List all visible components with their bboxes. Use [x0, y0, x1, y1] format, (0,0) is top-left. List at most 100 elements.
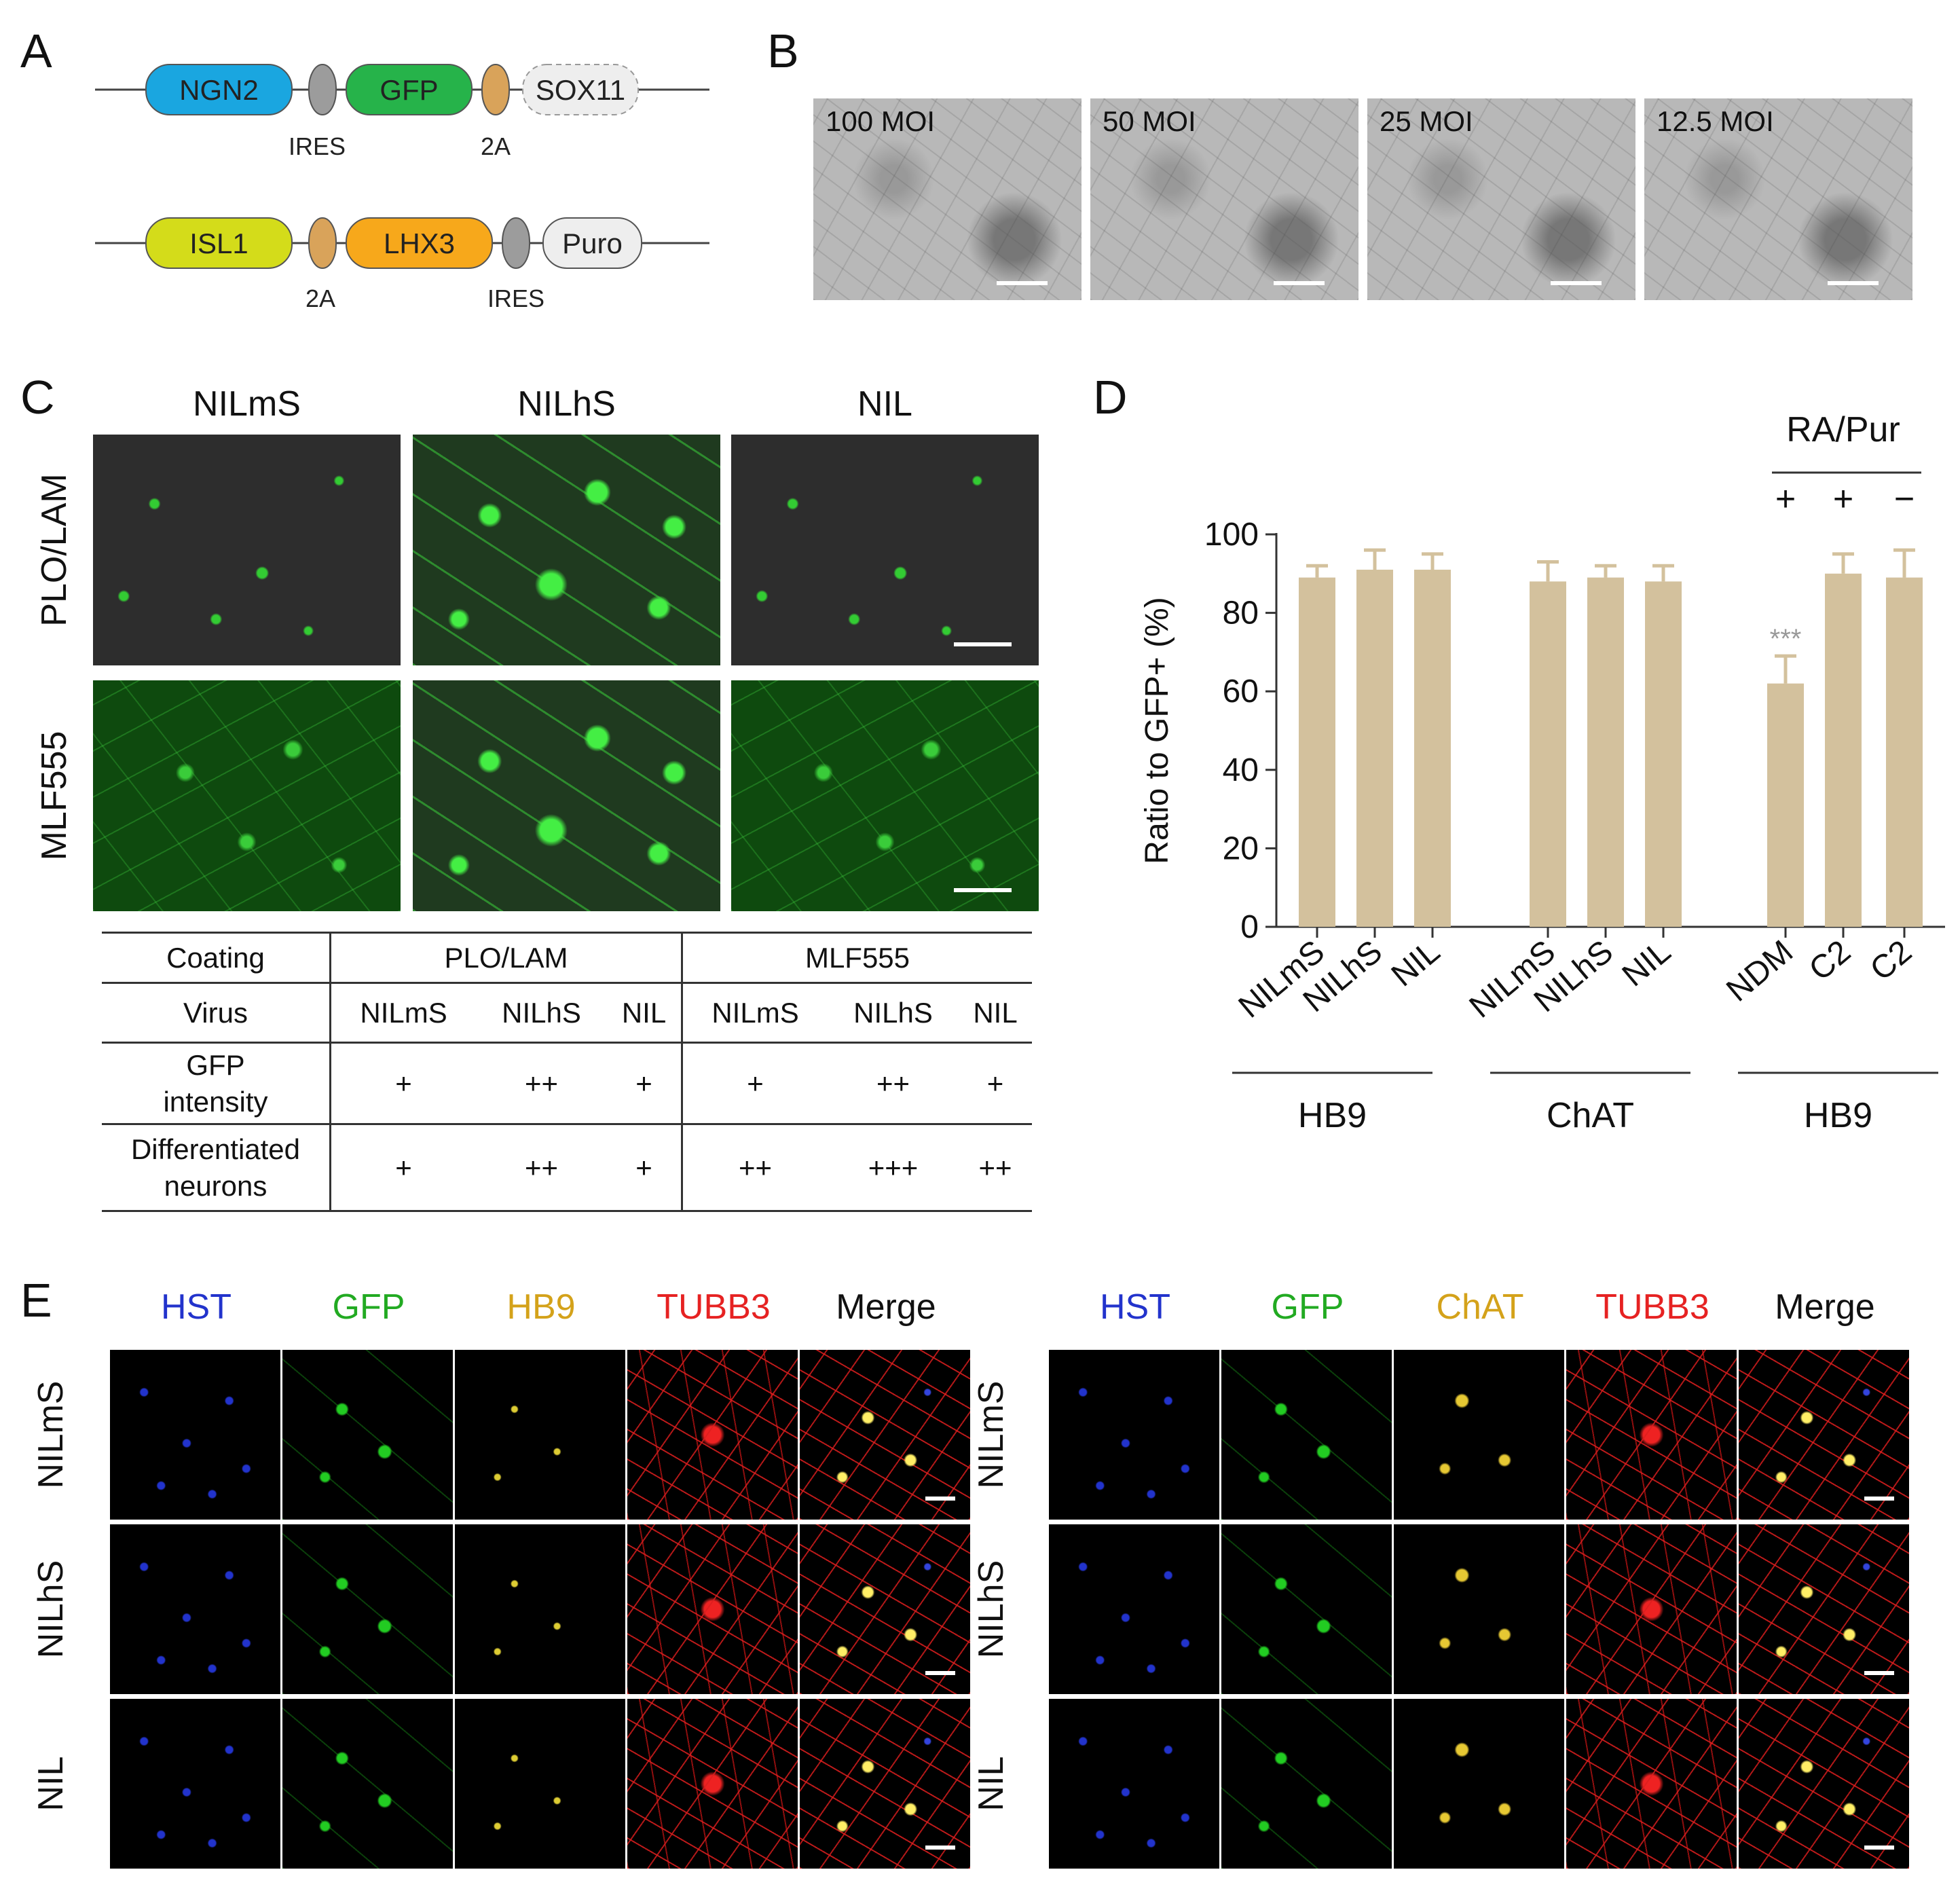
scale-bar — [1864, 1497, 1894, 1501]
fluorescence-image — [1221, 1699, 1392, 1869]
coating-table: Coating PLO/LAM MLF555 Virus NILmS NILhS… — [102, 932, 1032, 1212]
channel-header: GFP — [332, 1287, 405, 1327]
row-label: NILmS — [972, 1380, 1011, 1489]
significance-annotation: *** — [1770, 624, 1802, 654]
virus-header: Virus — [102, 983, 331, 1043]
panel-label-b: B — [767, 24, 799, 77]
gfp-header-line1: GFP — [186, 1048, 245, 1081]
channel-header: HST — [161, 1287, 232, 1327]
construct1-segment — [308, 64, 337, 115]
construct1-label: GFP — [380, 74, 438, 106]
virus-cell: NILhS — [502, 996, 581, 1029]
gfp-cell: + — [747, 1067, 764, 1099]
bar — [1825, 573, 1862, 927]
fluorescence-image — [627, 1524, 798, 1694]
scale-bar — [1864, 1846, 1894, 1850]
x-tick-label: NIL — [1616, 934, 1678, 994]
fluorescence-image — [455, 1699, 625, 1869]
virus-cell: NILmS — [360, 996, 447, 1029]
construct2-sublabel: IRES — [487, 284, 544, 312]
construct1-sublabel: 2A — [481, 132, 511, 160]
construct1-segment — [145, 64, 293, 115]
fluorescence-image — [110, 1524, 280, 1694]
virus-cell: NIL — [607, 983, 683, 1043]
fluorescence-image — [1394, 1350, 1564, 1520]
diff-header-line2: neurons — [164, 1169, 267, 1202]
column-header: NIL — [857, 384, 912, 424]
bar — [1356, 570, 1393, 927]
construct2-label: LHX3 — [384, 227, 455, 259]
fluorescence-image — [282, 1524, 453, 1694]
row-header: PLO/LAM — [35, 473, 74, 627]
gfp-header-line2: intensity — [163, 1085, 268, 1118]
gfp-cell: + — [986, 1067, 1004, 1099]
bar — [1587, 577, 1624, 927]
brightfield-image: 50 MOI — [1090, 98, 1358, 300]
bar — [1530, 581, 1566, 927]
channel-header: TUBB3 — [1595, 1287, 1709, 1327]
row-label: NIL — [31, 1756, 71, 1812]
virus-cell: NIL — [973, 996, 1018, 1029]
channel-header: GFP — [1271, 1287, 1344, 1327]
panel-label-e: E — [20, 1274, 52, 1327]
x-tick-label: C2 — [1802, 934, 1857, 988]
fluorescence-image — [1049, 1699, 1219, 1869]
fluorescence-image — [1049, 1350, 1219, 1520]
construct1-segment — [481, 64, 510, 115]
channel-header: Merge — [1775, 1287, 1875, 1327]
group-label: ChAT — [1547, 1096, 1634, 1135]
gfp-image — [413, 680, 720, 911]
y-tick-label: 0 — [1240, 909, 1259, 945]
row-label: NILhS — [31, 1560, 71, 1659]
group-label: HB9 — [1804, 1096, 1872, 1135]
y-tick-label: 40 — [1223, 752, 1259, 788]
fluorescence-image — [1049, 1524, 1219, 1694]
fluorescence-image — [1221, 1350, 1392, 1520]
diff-header-line1: Differentiated — [130, 1133, 301, 1165]
scale-bar — [1828, 281, 1879, 285]
gfp-cell: ++ — [876, 1067, 910, 1099]
fluorescence-image — [1739, 1699, 1909, 1869]
scale-bar — [925, 1846, 955, 1850]
scale-bar — [954, 888, 1012, 892]
ra-pur-label: RA/Pur — [1786, 410, 1900, 449]
diff-cell: + — [395, 1151, 412, 1183]
moi-label: 50 MOI — [1103, 105, 1196, 137]
bar — [1645, 581, 1682, 927]
construct1-sublabel: IRES — [289, 132, 346, 160]
column-header: NILmS — [193, 384, 301, 424]
scale-bar — [1864, 1671, 1894, 1675]
moi-label: 25 MOI — [1380, 105, 1473, 137]
row-label: NILhS — [972, 1560, 1011, 1659]
fluorescence-image — [1566, 1699, 1737, 1869]
construct2-segment — [502, 217, 530, 269]
fluorescence-image — [282, 1350, 453, 1520]
fluorescence-image — [1394, 1524, 1564, 1694]
diff-cell: + — [607, 1124, 683, 1211]
construct2-label: Puro — [562, 227, 623, 259]
construct2-segment — [346, 217, 493, 269]
x-tick-label: NIL — [1385, 934, 1447, 994]
y-tick-label: 100 — [1204, 517, 1259, 553]
fluorescence-image — [282, 1699, 453, 1869]
brightfield-image: 100 MOI — [813, 98, 1081, 300]
diff-cell: ++ — [525, 1151, 559, 1183]
y-tick-label: 60 — [1223, 674, 1259, 710]
y-tick-label: 20 — [1223, 830, 1259, 866]
row-label: NIL — [972, 1756, 1011, 1812]
coating-header: Coating — [102, 932, 331, 983]
coating-plolam: PLO/LAM — [330, 932, 683, 983]
gfp-cell: ++ — [525, 1067, 559, 1099]
coating-mlf555: MLF555 — [805, 941, 910, 974]
bar — [1414, 570, 1451, 927]
gfp-image — [731, 680, 1039, 911]
channel-header: Merge — [836, 1287, 936, 1327]
construct2-segment — [542, 217, 642, 269]
scale-bar — [925, 1497, 955, 1501]
gfp-cell: + — [607, 1042, 683, 1124]
x-tick-label: NDM — [1720, 934, 1800, 1009]
scale-bar — [925, 1671, 955, 1675]
y-axis-label: Ratio to GFP+ (%) — [1139, 597, 1175, 864]
fluorescence-image — [455, 1350, 625, 1520]
